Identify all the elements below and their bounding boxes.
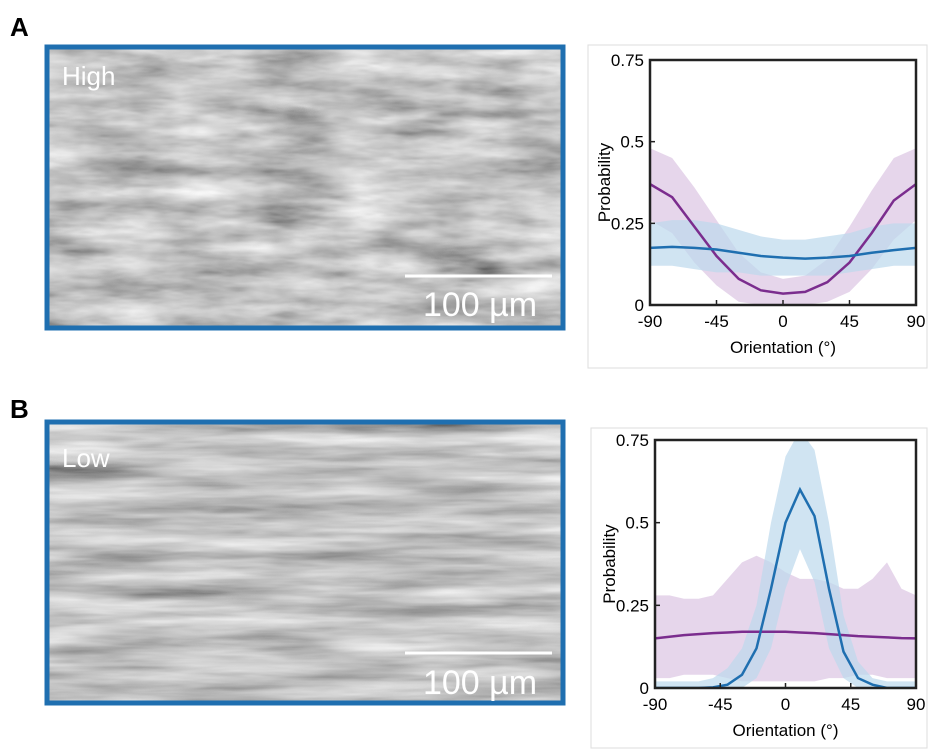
x-tick-label: -45 xyxy=(708,695,733,714)
y-tick-label: 0.75 xyxy=(611,51,644,70)
image-label: Low xyxy=(62,443,110,473)
y-tick-label: 0.75 xyxy=(616,431,649,450)
plot-area xyxy=(650,148,916,305)
y-tick-label: 0.25 xyxy=(611,214,644,233)
x-tick-label: 0 xyxy=(778,312,787,331)
plot-area xyxy=(655,440,916,688)
error-band xyxy=(655,440,916,688)
panel-label: B xyxy=(10,394,29,424)
data-line xyxy=(650,245,916,260)
data-line xyxy=(655,630,916,640)
image-border xyxy=(44,419,566,706)
y-tick-label: 0.5 xyxy=(625,514,649,533)
x-tick-label: -90 xyxy=(643,695,668,714)
scale-bar-label: 100 µm xyxy=(423,286,537,324)
y-tick-label: 0.25 xyxy=(616,596,649,615)
x-tick-label: 45 xyxy=(840,312,859,331)
x-tick-label: 0 xyxy=(781,695,790,714)
panel-label: A xyxy=(10,12,29,42)
micrograph xyxy=(45,45,565,330)
micrograph xyxy=(45,420,565,705)
x-tick-label: -90 xyxy=(638,312,663,331)
x-tick-label: 90 xyxy=(907,695,926,714)
y-axis-label: Probability xyxy=(600,524,619,604)
y-tick-label: 0 xyxy=(635,296,644,315)
x-axis-label: Orientation (°) xyxy=(730,338,836,357)
y-axis-label: Probability xyxy=(595,142,614,222)
image-label: High xyxy=(62,61,115,91)
x-axis-label: Orientation (°) xyxy=(732,721,838,740)
y-tick-label: 0.5 xyxy=(620,133,644,152)
x-tick-label: -45 xyxy=(704,312,729,331)
image-border xyxy=(44,44,566,331)
x-tick-label: 90 xyxy=(907,312,926,331)
x-tick-label: 45 xyxy=(841,695,860,714)
data-line xyxy=(650,183,916,295)
y-tick-label: 0 xyxy=(640,679,649,698)
scale-bar-label: 100 µm xyxy=(423,664,537,702)
data-line xyxy=(655,486,916,688)
